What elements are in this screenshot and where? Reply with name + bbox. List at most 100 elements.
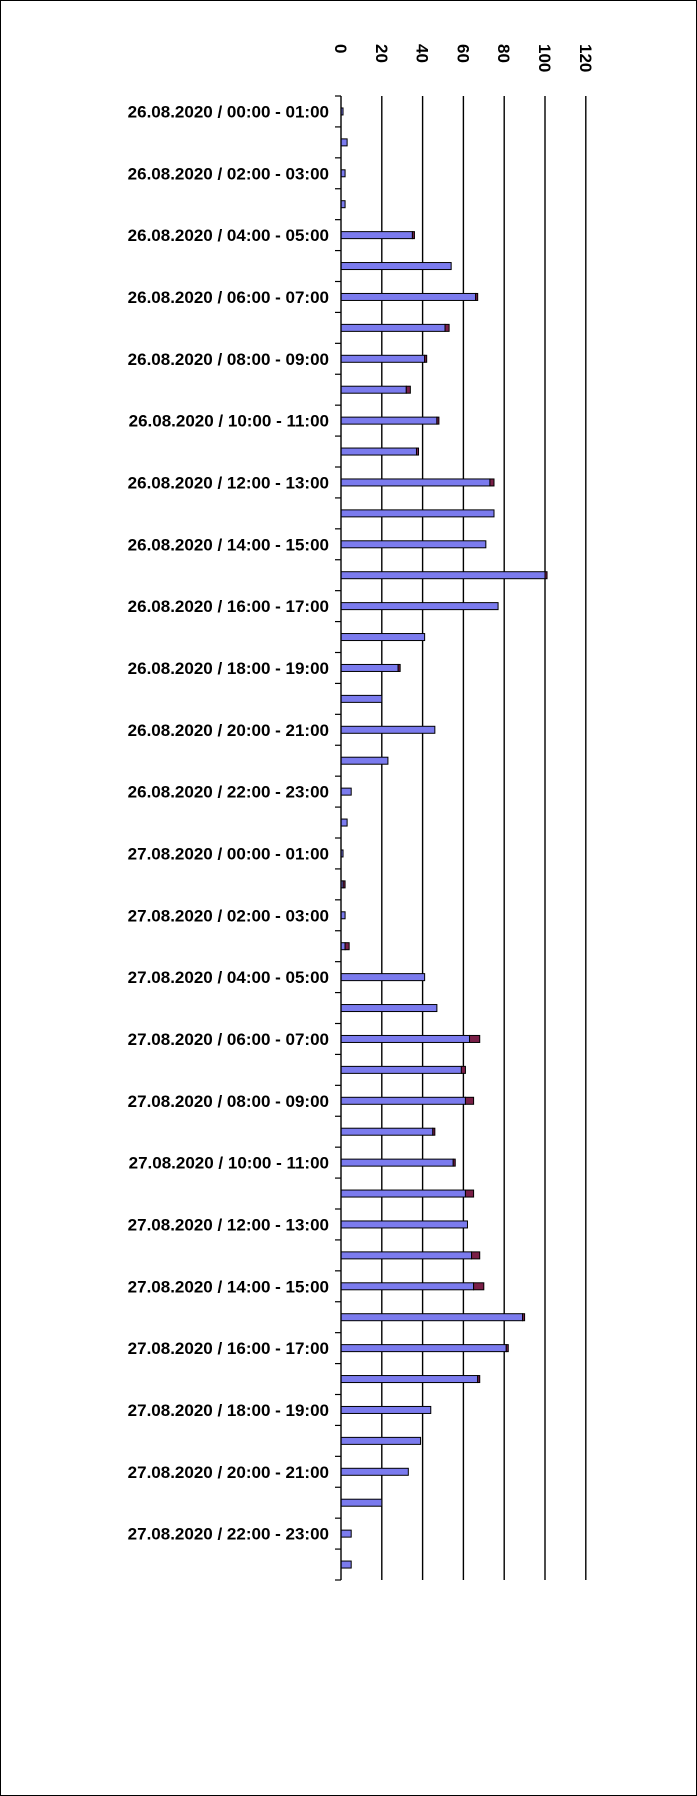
- bar-secondary: [452, 1158, 456, 1167]
- bar-primary: [340, 1467, 409, 1476]
- bar-secondary: [424, 354, 428, 363]
- bar-primary: [340, 1529, 352, 1538]
- category-label: 27.08.2020 / 12:00 - 13:00: [128, 1215, 329, 1234]
- x-tick-labels: 0 20 40 60 80 100 120: [331, 44, 595, 72]
- bar-primary: [340, 1127, 434, 1136]
- bar-primary: [340, 262, 452, 271]
- category-label: 27.08.2020 / 14:00 - 15:00: [128, 1277, 329, 1296]
- bar-secondary: [411, 231, 415, 240]
- category-label: 26.08.2020 / 12:00 - 13:00: [128, 473, 329, 492]
- bar-primary: [340, 540, 487, 549]
- bar-primary: [340, 478, 491, 487]
- bar-primary: [340, 1498, 383, 1507]
- category-label: 26.08.2020 / 02:00 - 03:00: [128, 164, 329, 183]
- x-tick-label-0: 0: [331, 44, 350, 53]
- grid-lines: [381, 96, 587, 1580]
- category-label: 27.08.2020 / 10:00 - 11:00: [129, 1154, 329, 1173]
- category-label: 26.08.2020 / 18:00 - 19:00: [128, 659, 329, 678]
- bar-primary: [340, 1251, 473, 1260]
- bar-primary: [340, 756, 389, 765]
- category-label: 27.08.2020 / 04:00 - 05:00: [128, 968, 329, 987]
- bar-primary: [340, 663, 399, 672]
- bar-primary: [340, 973, 426, 982]
- x-tick-label-100: 100: [535, 44, 554, 72]
- bar-secondary: [344, 942, 350, 951]
- bar-secondary: [544, 571, 548, 580]
- x-tick-label-80: 80: [494, 44, 513, 63]
- category-label: 27.08.2020 / 02:00 - 03:00: [128, 906, 329, 925]
- bar-secondary: [397, 663, 401, 672]
- bar-primary: [340, 694, 383, 703]
- category-label: 26.08.2020 / 06:00 - 07:00: [128, 288, 329, 307]
- bar-secondary: [489, 478, 495, 487]
- bar-primary: [340, 1065, 462, 1074]
- category-label: 26.08.2020 / 14:00 - 15:00: [128, 535, 329, 554]
- bar-primary: [340, 725, 436, 734]
- bar-primary: [340, 571, 546, 580]
- bar-primary: [340, 602, 499, 611]
- bar-secondary: [415, 447, 420, 456]
- bar-primary: [340, 385, 407, 394]
- bar-secondary: [436, 416, 440, 425]
- category-label: 27.08.2020 / 16:00 - 17:00: [128, 1339, 329, 1358]
- category-labels: 26.08.2020 / 00:00 - 01:00 26.08.2020 / 0…: [128, 102, 329, 1543]
- bar-primary: [340, 1560, 352, 1569]
- bar-primary: [340, 1282, 475, 1291]
- bar-primary: [340, 1344, 507, 1353]
- bar-primary: [340, 1004, 438, 1013]
- x-tick-label-60: 60: [453, 44, 472, 63]
- bar-primary: [340, 292, 477, 301]
- bar-primary: [340, 1436, 422, 1445]
- bar-primary: [340, 1375, 479, 1384]
- category-label: 27.08.2020 / 06:00 - 07:00: [128, 1030, 329, 1049]
- bars: [340, 107, 548, 1569]
- bar-primary: [340, 633, 426, 642]
- bar-primary: [340, 354, 426, 363]
- bar-secondary: [464, 1189, 475, 1198]
- category-label: 27.08.2020 / 00:00 - 01:00: [128, 844, 329, 863]
- bar-primary: [340, 447, 417, 456]
- x-tick-label-40: 40: [413, 44, 432, 63]
- bar-secondary: [342, 880, 346, 889]
- category-label: 27.08.2020 / 18:00 - 19:00: [128, 1401, 329, 1420]
- bar-primary: [340, 1189, 466, 1198]
- bar-secondary: [471, 1251, 481, 1260]
- bar-secondary: [469, 1034, 481, 1043]
- bar-secondary: [473, 1282, 485, 1291]
- bar-primary: [340, 138, 348, 147]
- category-label: 26.08.2020 / 20:00 - 21:00: [128, 721, 329, 740]
- category-label: 26.08.2020 / 08:00 - 09:00: [128, 350, 329, 369]
- category-label: 27.08.2020 / 08:00 - 09:00: [128, 1092, 329, 1111]
- bar-secondary: [522, 1313, 526, 1322]
- bar-primary: [340, 1220, 468, 1229]
- bar-primary: [340, 416, 438, 425]
- category-label: 26.08.2020 / 10:00 - 11:00: [129, 412, 329, 431]
- category-label: 26.08.2020 / 16:00 - 17:00: [128, 597, 329, 616]
- category-label: 27.08.2020 / 20:00 - 21:00: [128, 1463, 329, 1482]
- bar-secondary: [460, 1065, 466, 1074]
- bar-primary: [340, 509, 495, 518]
- bar-primary: [340, 323, 446, 332]
- bar-primary: [340, 1096, 466, 1105]
- bar-secondary: [475, 292, 479, 301]
- bar-primary: [340, 787, 352, 796]
- bar-primary: [340, 1313, 524, 1322]
- bar-secondary: [477, 1375, 481, 1384]
- category-label: 26.08.2020 / 22:00 - 23:00: [128, 783, 329, 802]
- bar-secondary: [505, 1344, 509, 1353]
- x-tick-label-120: 120: [576, 44, 595, 72]
- axes: [335, 95, 342, 1581]
- bar-primary: [340, 231, 413, 240]
- category-label: 26.08.2020 / 00:00 - 01:00: [128, 102, 329, 121]
- bar-primary: [340, 1158, 454, 1167]
- category-label: 26.08.2020 / 04:00 - 05:00: [128, 226, 329, 245]
- bar-secondary: [405, 385, 411, 394]
- bar-primary: [340, 818, 348, 827]
- bar-secondary: [444, 323, 450, 332]
- bar-primary: [340, 1034, 471, 1043]
- bar-secondary: [464, 1096, 475, 1105]
- category-label: 27.08.2020 / 22:00 - 23:00: [128, 1525, 329, 1544]
- bar-secondary: [432, 1127, 436, 1136]
- x-tick-label-20: 20: [372, 44, 391, 63]
